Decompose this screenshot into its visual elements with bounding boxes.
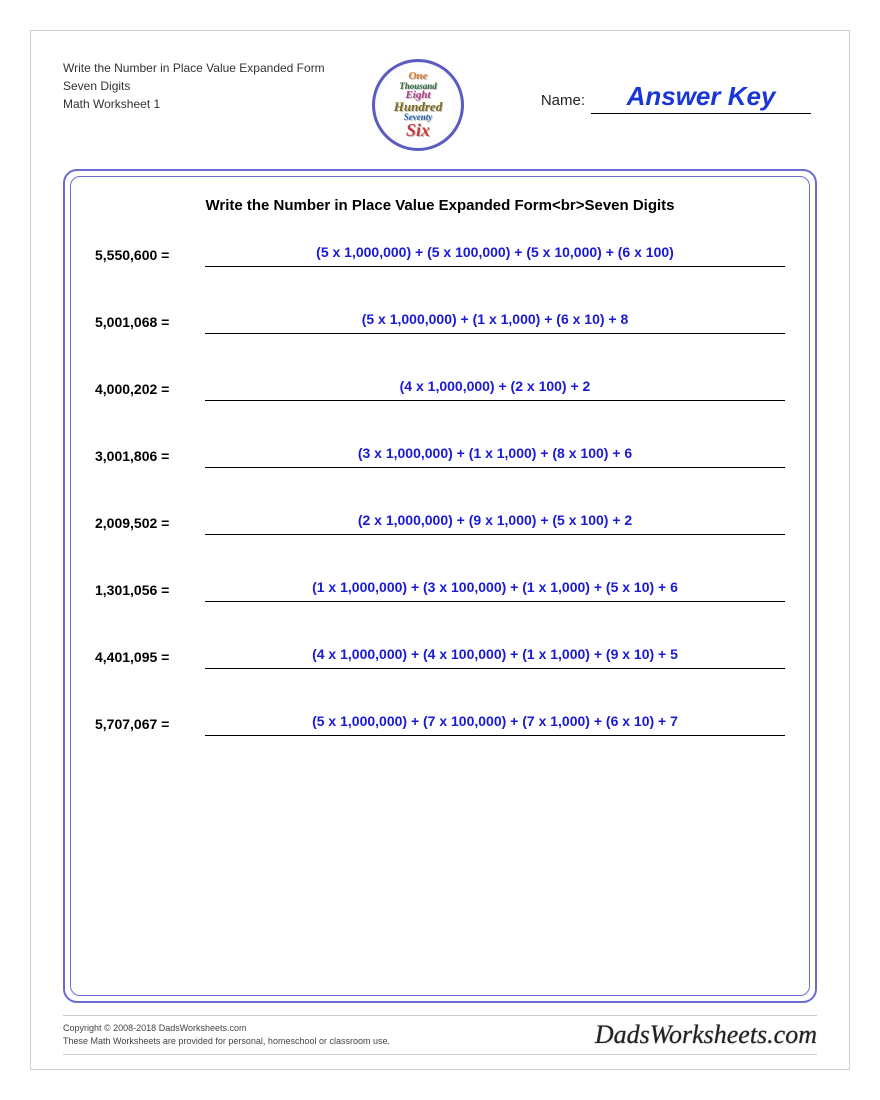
problem-prompt: 1,301,056 = — [95, 582, 205, 602]
header-logo-wrap: One Thousand Eight Hundred Seventy Six — [363, 59, 473, 151]
answer-text: (4 x 1,000,000) + (2 x 100) + 2 — [400, 378, 591, 394]
problem-prompt: 5,001,068 = — [95, 314, 205, 334]
answer-text: (2 x 1,000,000) + (9 x 1,000) + (5 x 100… — [358, 512, 632, 528]
answer-text: (3 x 1,000,000) + (1 x 1,000) + (8 x 100… — [358, 445, 632, 461]
problem-row: 5,001,068 = (5 x 1,000,000) + (1 x 1,000)… — [95, 311, 785, 334]
worksheet-frame-outer: Write the Number in Place Value Expanded… — [63, 169, 817, 1003]
footer: Copyright © 2008-2018 DadsWorksheets.com… — [63, 1015, 817, 1055]
problem-row: 3,001,806 = (3 x 1,000,000) + (1 x 1,000)… — [95, 445, 785, 468]
name-label: Name: — [541, 92, 585, 109]
footer-note: These Math Worksheets are provided for p… — [63, 1035, 390, 1048]
number-words-logo-icon: One Thousand Eight Hundred Seventy Six — [372, 59, 464, 151]
problem-row: 4,401,095 = (4 x 1,000,000) + (4 x 100,00… — [95, 646, 785, 669]
footer-left: Copyright © 2008-2018 DadsWorksheets.com… — [63, 1022, 390, 1047]
header-line-2: Seven Digits — [63, 77, 363, 95]
name-field-wrap: Name: Answer Key — [473, 59, 817, 114]
answer-line: (4 x 1,000,000) + (4 x 100,000) + (1 x 1… — [205, 646, 785, 669]
problem-prompt: 2,009,502 = — [95, 515, 205, 535]
worksheet-title: Write the Number in Place Value Expanded… — [95, 197, 785, 214]
problem-row: 4,000,202 = (4 x 1,000,000) + (2 x 100) +… — [95, 378, 785, 401]
problem-row: 5,550,600 = (5 x 1,000,000) + (5 x 100,00… — [95, 244, 785, 267]
problem-prompt: 5,707,067 = — [95, 716, 205, 736]
header-line-3: Math Worksheet 1 — [63, 95, 363, 113]
answer-line: (3 x 1,000,000) + (1 x 1,000) + (8 x 100… — [205, 445, 785, 468]
answer-text: (1 x 1,000,000) + (3 x 100,000) + (1 x 1… — [312, 579, 678, 595]
answer-line: (4 x 1,000,000) + (2 x 100) + 2 — [205, 378, 785, 401]
answer-line: (5 x 1,000,000) + (5 x 100,000) + (5 x 1… — [205, 244, 785, 267]
problem-row: 1,301,056 = (1 x 1,000,000) + (3 x 100,00… — [95, 579, 785, 602]
problem-row: 2,009,502 = (2 x 1,000,000) + (9 x 1,000)… — [95, 512, 785, 535]
problem-row: 5,707,067 = (5 x 1,000,000) + (7 x 100,00… — [95, 713, 785, 736]
answer-text: (5 x 1,000,000) + (1 x 1,000) + (6 x 10)… — [362, 311, 629, 327]
header-line-1: Write the Number in Place Value Expanded… — [63, 59, 363, 77]
footer-copyright: Copyright © 2008-2018 DadsWorksheets.com — [63, 1022, 390, 1035]
header-description: Write the Number in Place Value Expanded… — [63, 59, 363, 113]
worksheet-page: Write the Number in Place Value Expanded… — [30, 30, 850, 1070]
answer-line: (5 x 1,000,000) + (1 x 1,000) + (6 x 10)… — [205, 311, 785, 334]
answer-text: (5 x 1,000,000) + (5 x 100,000) + (5 x 1… — [316, 244, 674, 260]
problem-prompt: 4,000,202 = — [95, 381, 205, 401]
header: Write the Number in Place Value Expanded… — [63, 59, 817, 151]
worksheet-frame-inner: Write the Number in Place Value Expanded… — [70, 176, 810, 996]
answer-line: (5 x 1,000,000) + (7 x 100,000) + (7 x 1… — [205, 713, 785, 736]
problem-prompt: 5,550,600 = — [95, 247, 205, 267]
answer-line: (1 x 1,000,000) + (3 x 100,000) + (1 x 1… — [205, 579, 785, 602]
answer-text: (5 x 1,000,000) + (7 x 100,000) + (7 x 1… — [312, 713, 678, 729]
name-value: Answer Key — [591, 81, 811, 114]
problem-prompt: 3,001,806 = — [95, 448, 205, 468]
problem-prompt: 4,401,095 = — [95, 649, 205, 669]
answer-text: (4 x 1,000,000) + (4 x 100,000) + (1 x 1… — [312, 646, 678, 662]
footer-brand: DadsWorksheets.com — [595, 1020, 817, 1050]
problems-list: 5,550,600 = (5 x 1,000,000) + (5 x 100,00… — [95, 244, 785, 736]
answer-line: (2 x 1,000,000) + (9 x 1,000) + (5 x 100… — [205, 512, 785, 535]
